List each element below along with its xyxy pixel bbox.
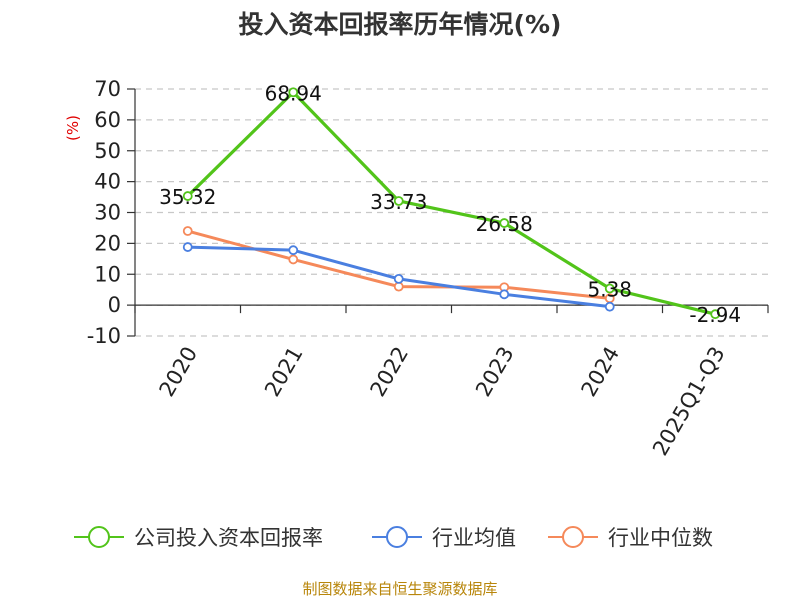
chart-title: 投入资本回报率历年情况(%) — [239, 10, 562, 39]
x-tick-label: 2025Q1-Q3 — [648, 343, 730, 460]
data-point — [288, 87, 299, 98]
y-tick-label: 70 — [94, 77, 121, 101]
data-label: -2.94 — [689, 303, 741, 327]
legend-label: 公司投入资本回报率 — [134, 526, 323, 550]
x-tick-label: 2023 — [471, 343, 519, 401]
data-labels: 35.32 68.94 33.73 26.58 5.38 -2.94 — [159, 81, 741, 327]
data-label: 35.32 — [159, 185, 216, 209]
data-point — [499, 289, 510, 300]
data-point — [604, 301, 615, 312]
data-label: 5.38 — [587, 278, 632, 302]
data-label: 68.94 — [265, 81, 322, 105]
legend-swatch-marker — [562, 526, 584, 548]
axes: 70 60 50 40 30 20 10 0 -10 2020 2021 2022 2023 2024 20… — [87, 77, 769, 460]
y-tick-label: 20 — [94, 231, 121, 255]
x-tick-label: 2024 — [577, 343, 625, 401]
y-tick-label: 50 — [94, 139, 121, 163]
legend: 公司投入资本回报率 行业均值 行业中位数 — [74, 526, 713, 550]
data-label: 26.58 — [476, 212, 533, 236]
data-point — [499, 218, 510, 228]
data-point — [393, 273, 404, 284]
y-tick-label: -10 — [87, 324, 121, 348]
data-point — [182, 242, 193, 252]
data-label: 33.73 — [370, 190, 427, 214]
legend-label: 行业均值 — [432, 526, 516, 550]
data-point — [288, 254, 299, 265]
y-tick-label: 40 — [94, 170, 121, 194]
data-point — [393, 281, 404, 292]
series-line — [186, 90, 717, 316]
legend-label: 行业中位数 — [608, 526, 713, 550]
data-point — [710, 309, 721, 320]
data-point — [604, 283, 615, 294]
source-note: 制图数据来自恒生聚源数据库 — [302, 580, 497, 598]
legend-swatch-marker — [386, 526, 408, 548]
data-point — [393, 196, 404, 206]
y-tick-label: 30 — [94, 201, 121, 225]
x-tick-label: 2022 — [366, 343, 414, 401]
y-tick-label: 0 — [108, 293, 121, 317]
y-axis-label: (%) — [64, 115, 82, 141]
x-tick-label: 2021 — [260, 343, 308, 401]
y-tick-label: 60 — [94, 108, 121, 132]
data-point — [182, 191, 193, 201]
x-tick-label: 2020 — [155, 343, 203, 401]
series-layer — [182, 87, 721, 320]
data-point — [288, 245, 299, 256]
legend-swatch-marker — [88, 526, 110, 548]
y-tick-label: 10 — [94, 262, 121, 286]
data-point — [182, 226, 193, 236]
